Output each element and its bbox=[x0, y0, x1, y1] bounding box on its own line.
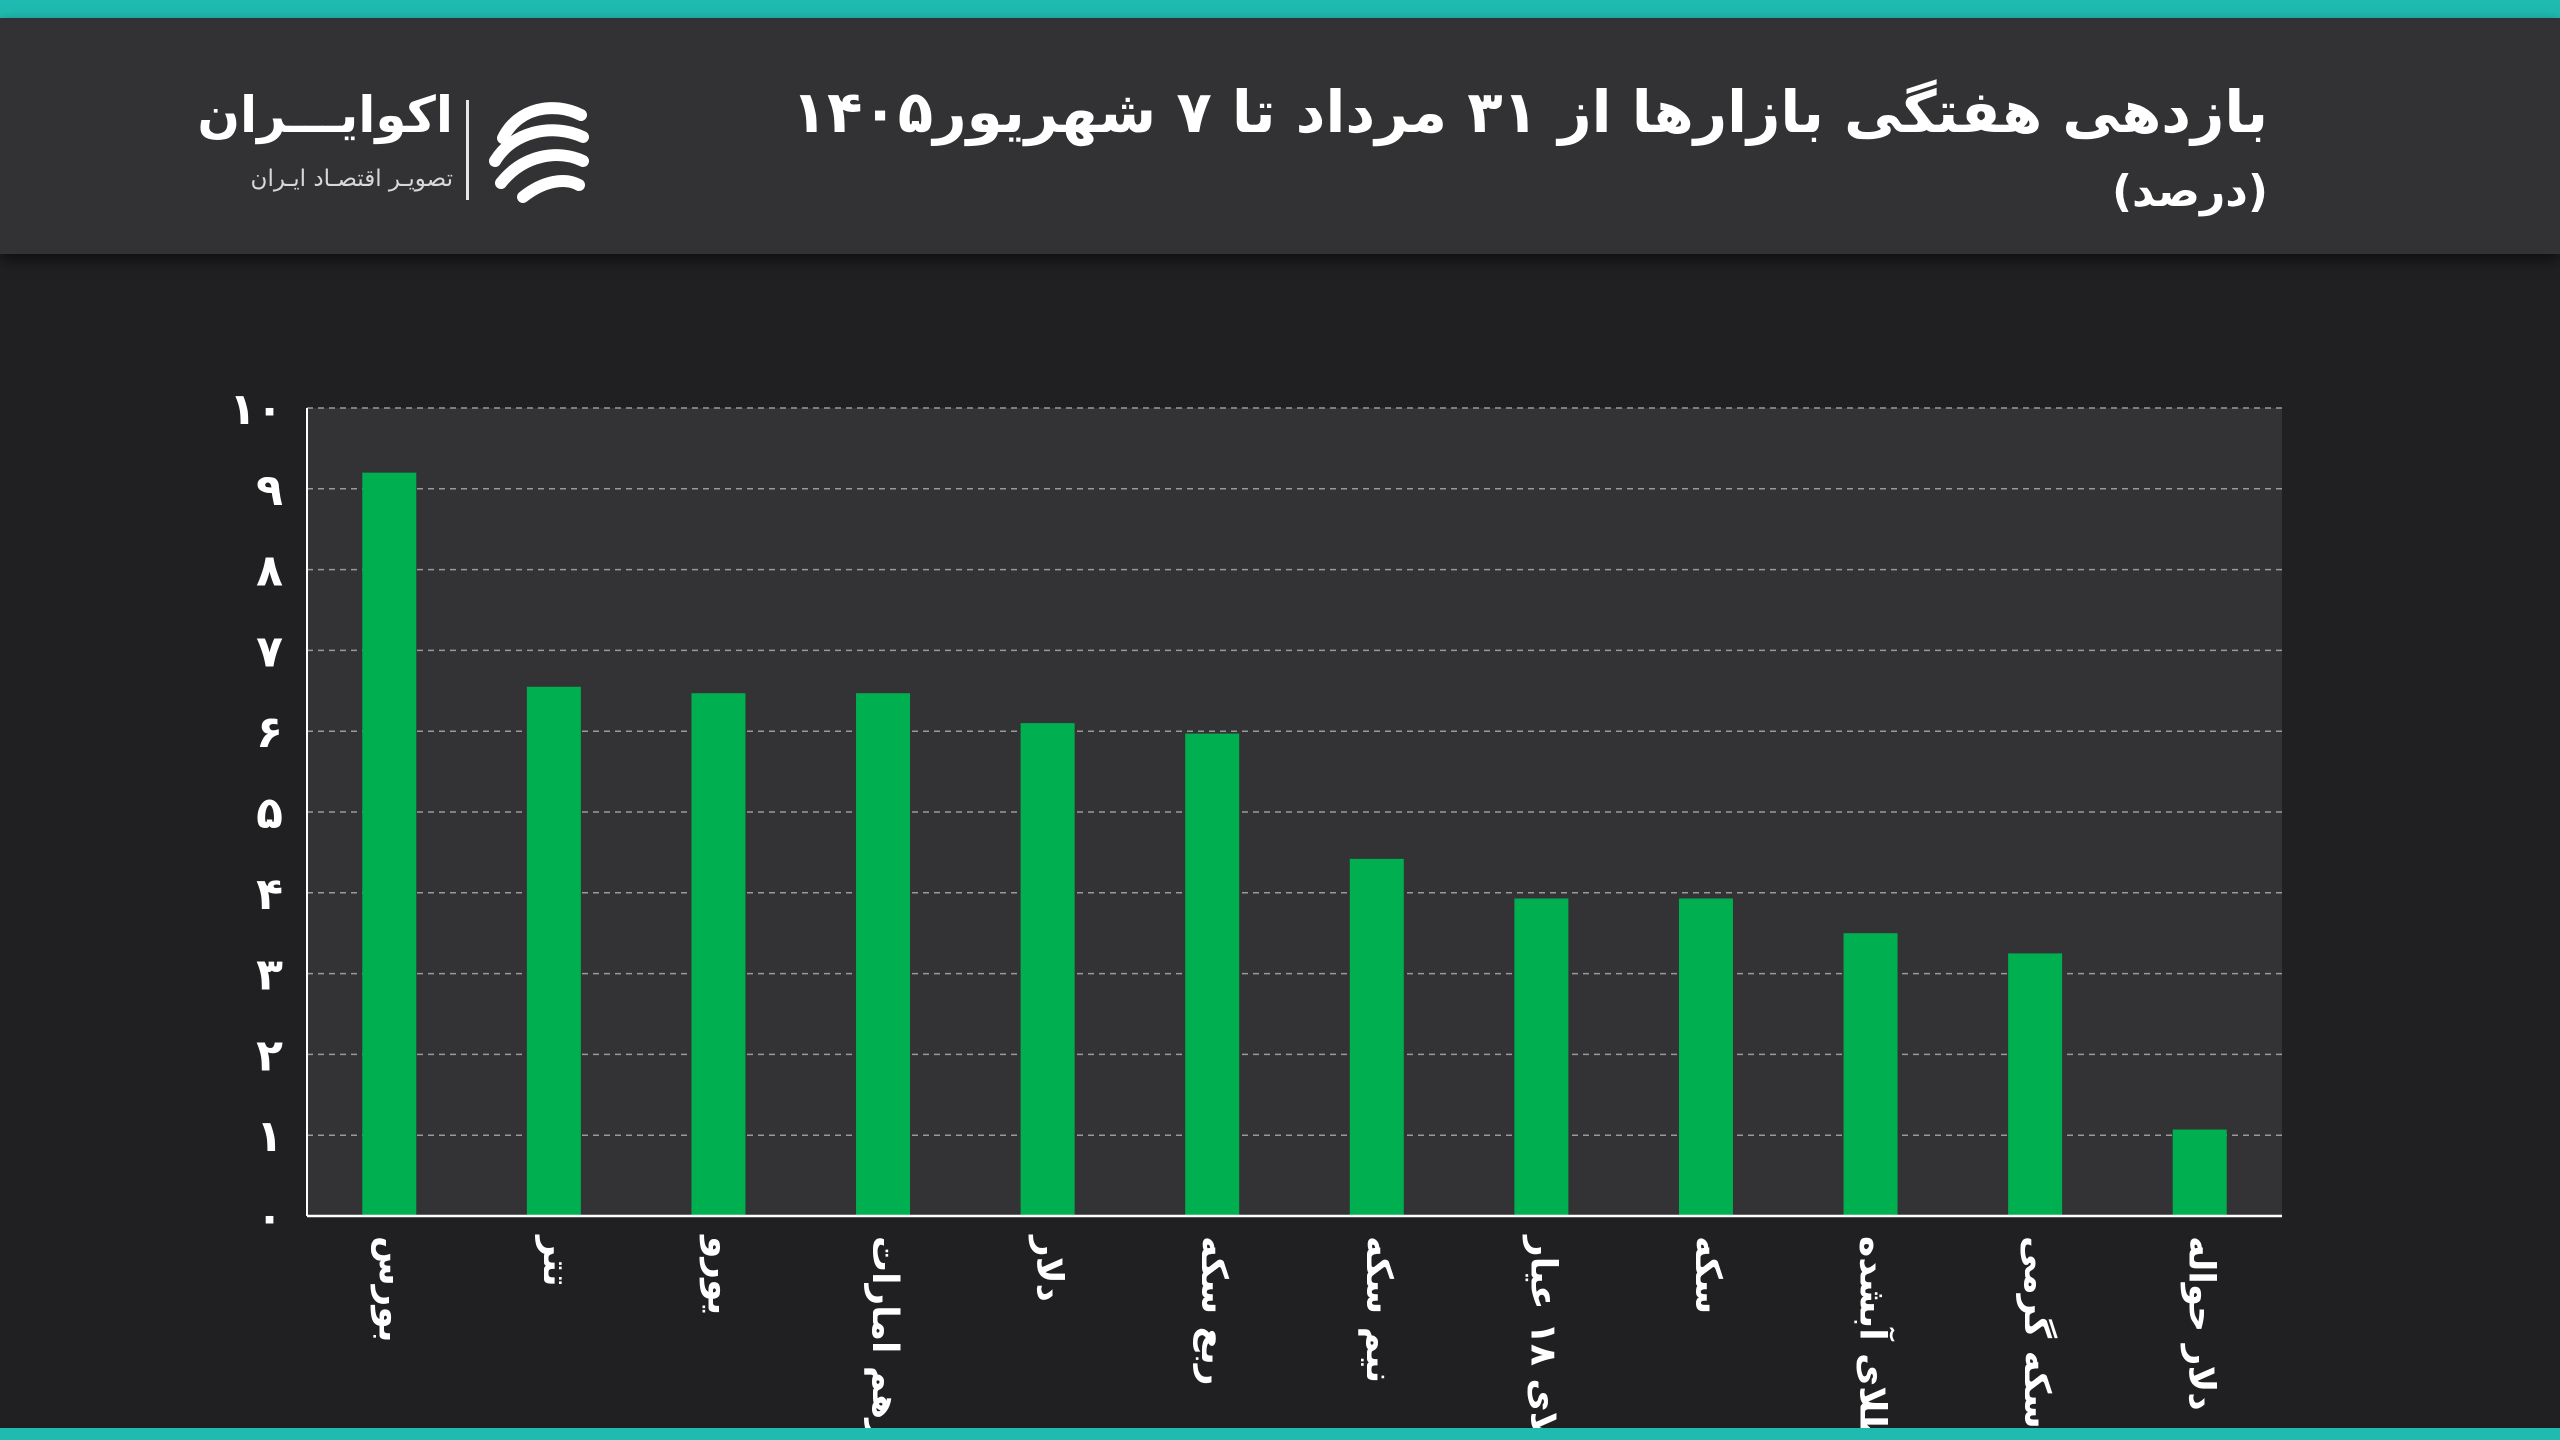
bar bbox=[526, 686, 581, 1216]
bar bbox=[1678, 898, 1733, 1216]
y-tick-label: ۷ bbox=[256, 626, 283, 677]
logo-tagline: تصویـر اقتصـاد ایـران bbox=[250, 166, 453, 192]
y-tick-label: ۰ bbox=[256, 1192, 283, 1243]
bar bbox=[362, 472, 417, 1216]
bar bbox=[1349, 858, 1404, 1216]
x-tick-label: یورو bbox=[699, 1234, 740, 1315]
bars bbox=[362, 472, 2227, 1216]
y-tick-label: ۹ bbox=[256, 465, 283, 516]
chart-title: بازدهی هفتگی بازارها از ۳۱ مرداد تا ۷ شه… bbox=[791, 78, 2268, 146]
x-tick-label: طلای آبشده bbox=[1852, 1236, 1896, 1440]
ecoiran-logo-icon bbox=[489, 102, 589, 203]
x-tick-label: درهم امارات bbox=[864, 1236, 905, 1440]
bottom-accent-stripe bbox=[0, 1428, 2560, 1440]
bar bbox=[856, 693, 911, 1216]
y-tick-label: ۲ bbox=[256, 1030, 283, 1081]
x-tick-label: سکه گرمی bbox=[2016, 1236, 2058, 1429]
y-tick-label: ۱۰ bbox=[229, 384, 283, 435]
x-tick-label: دلار bbox=[1029, 1234, 1070, 1302]
x-tick-label: ربع سکه bbox=[1193, 1236, 1234, 1386]
bar bbox=[1185, 733, 1240, 1216]
plot-area bbox=[307, 408, 2282, 1216]
bar bbox=[2008, 953, 2063, 1216]
bar bbox=[1020, 723, 1075, 1216]
header-bar: بازدهی هفتگی بازارها از ۳۱ مرداد تا ۷ شه… bbox=[0, 18, 2560, 254]
x-tick-label: طلای ۱۸ عیار bbox=[1522, 1234, 1563, 1440]
y-axis-ticks: ۰ ۱ ۲ ۳ ۴ ۵ ۶ ۷ ۸ ۹ ۱۰ bbox=[229, 384, 283, 1243]
bar bbox=[691, 693, 746, 1216]
brand-logo: اکوایـــران تصویـر اقتصـاد ایـران bbox=[197, 78, 608, 208]
y-tick-label: ۴ bbox=[256, 869, 283, 920]
y-tick-label: ۵ bbox=[256, 788, 283, 839]
x-tick-label: بورس bbox=[370, 1236, 411, 1343]
y-tick-label: ۳ bbox=[256, 950, 283, 1001]
y-tick-label: ۱ bbox=[256, 1111, 283, 1162]
x-tick-label: دلار حواله bbox=[2181, 1236, 2222, 1411]
x-tick-label: سکه bbox=[1687, 1236, 1728, 1314]
bar bbox=[1843, 933, 1898, 1216]
top-accent-stripe bbox=[0, 0, 2560, 18]
logo-divider bbox=[466, 100, 469, 200]
axes bbox=[306, 408, 2282, 1218]
y-tick-label: ۸ bbox=[256, 546, 283, 597]
y-tick-label: ۶ bbox=[256, 707, 283, 758]
bar bbox=[2172, 1129, 2227, 1216]
x-axis-labels: بورس تتر یورو درهم امارات دلار ربع سکه نیم سکه… bbox=[370, 1234, 2221, 1440]
chart-subtitle: (درصد) bbox=[2111, 166, 2268, 217]
x-tick-label: تتر bbox=[535, 1234, 576, 1287]
logo-name: اکوایـــران bbox=[197, 86, 453, 144]
x-tick-label: نیم سکه bbox=[1358, 1236, 1399, 1383]
bar bbox=[1514, 898, 1569, 1216]
